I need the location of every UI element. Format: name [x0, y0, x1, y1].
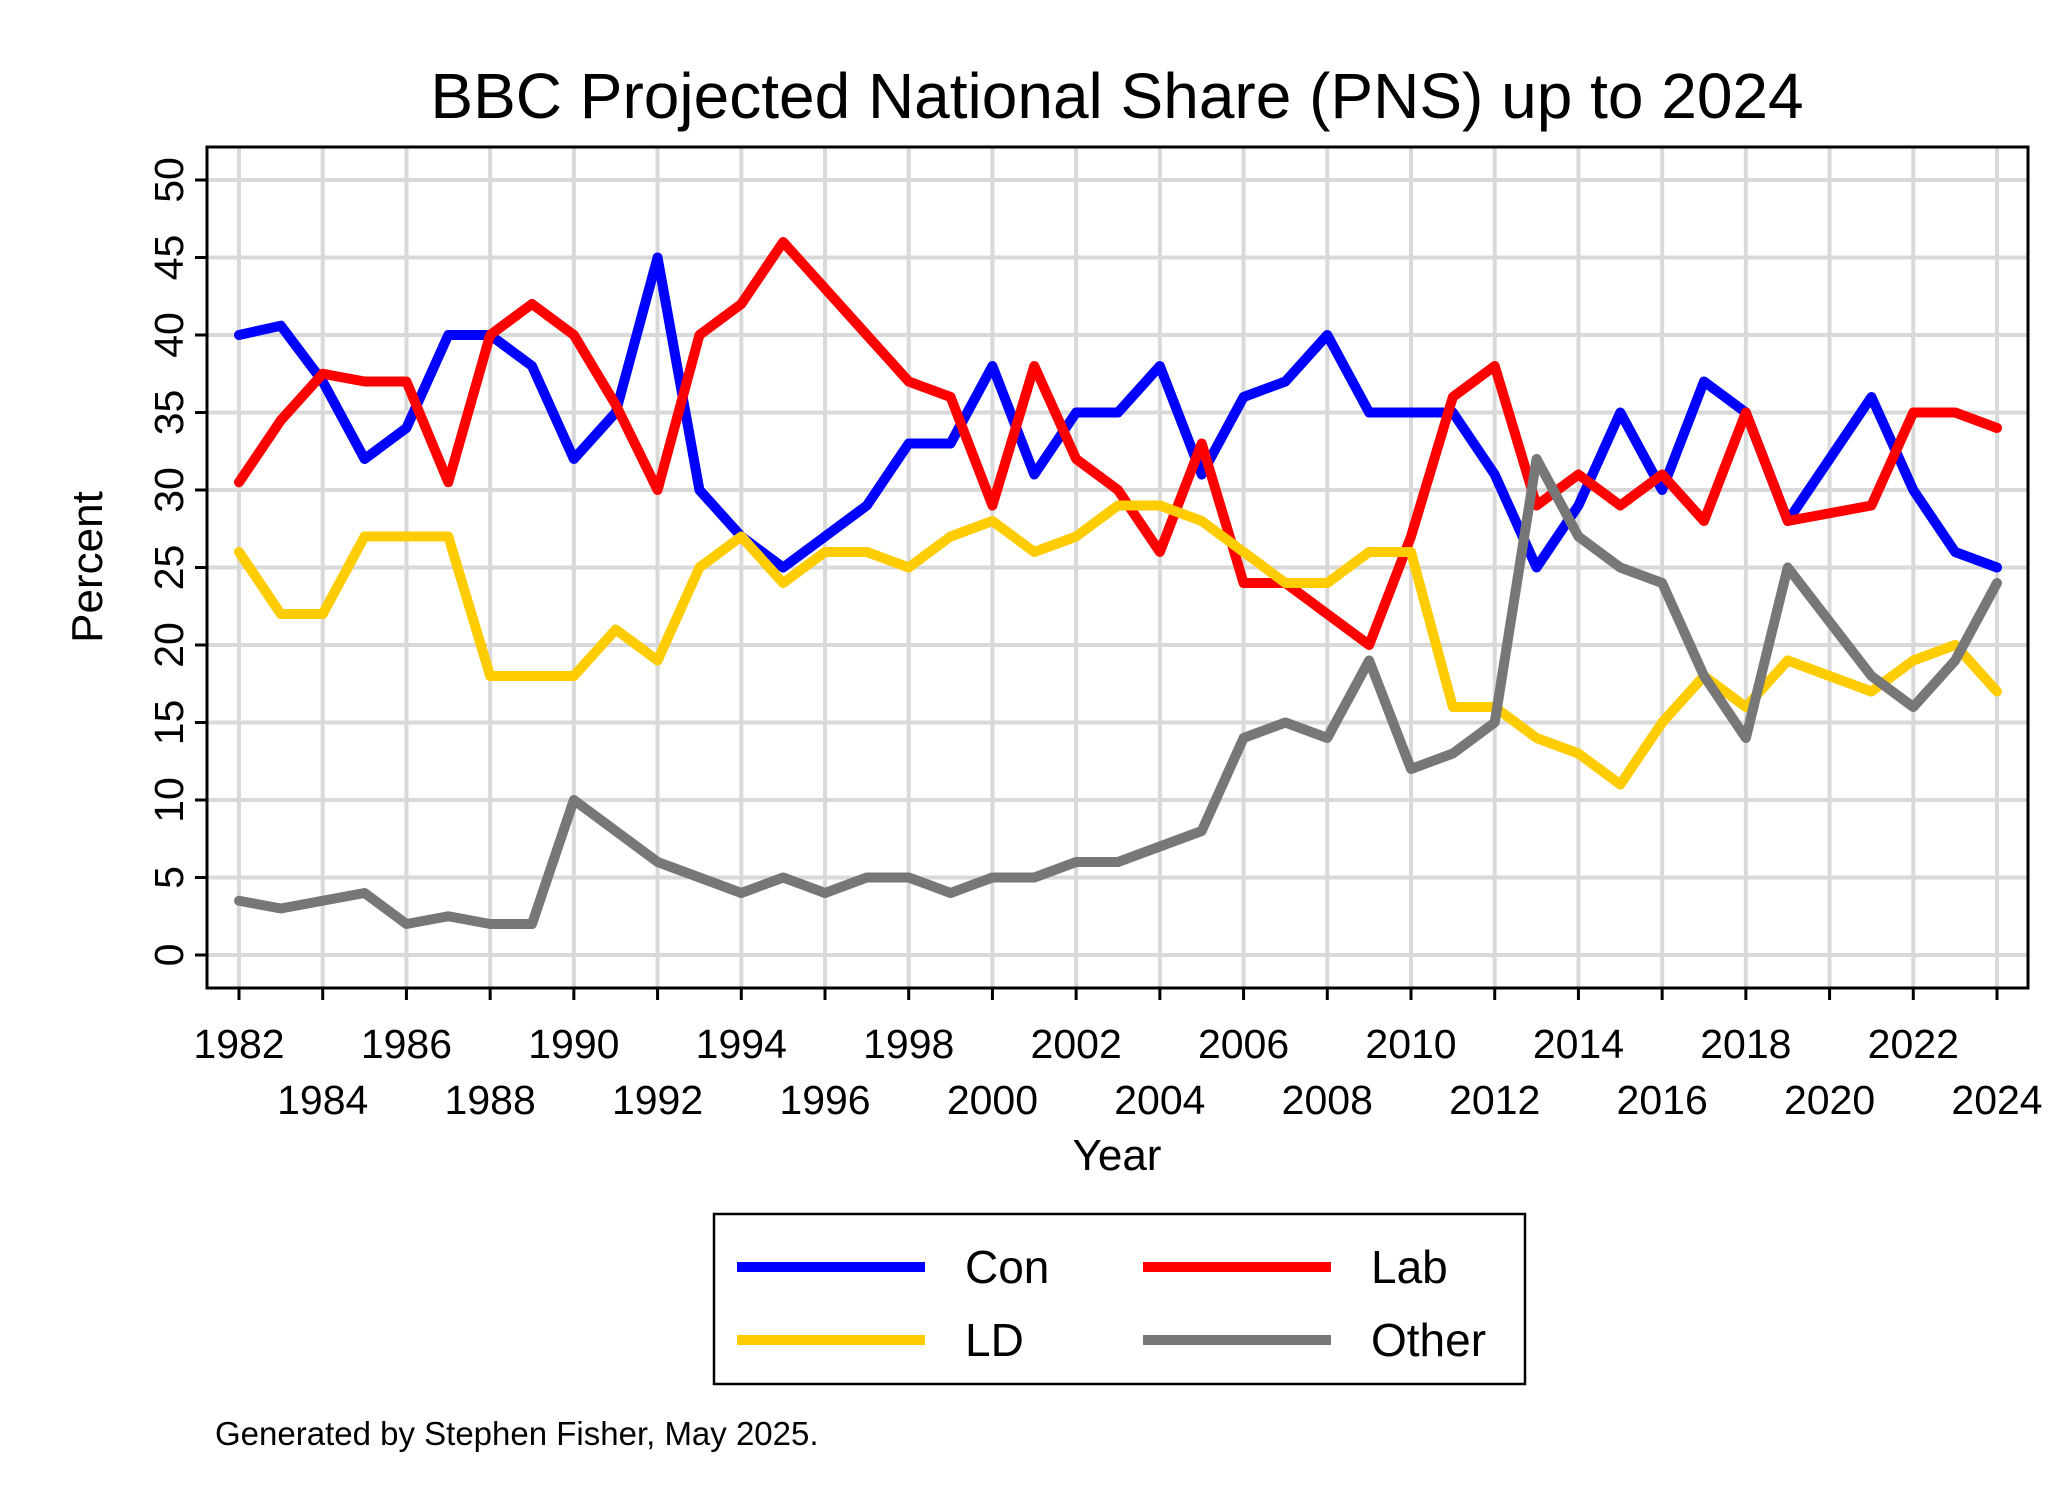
x-tick-label: 2016	[1617, 1077, 1708, 1123]
x-tick-label: 2010	[1365, 1021, 1456, 1067]
legend-label-con: Con	[965, 1241, 1049, 1293]
x-tick-label: 1992	[612, 1077, 703, 1123]
legend-label-ld: LD	[965, 1314, 1024, 1366]
x-tick-label: 1996	[779, 1077, 870, 1123]
series-line-con	[234, 252, 2002, 573]
y-tick-label: 5	[146, 866, 192, 889]
x-tick-label: 2024	[1951, 1077, 2042, 1123]
x-tick-label: 2012	[1449, 1077, 1540, 1123]
legend-box	[712, 1212, 1527, 1386]
x-tick-label: 2022	[1868, 1021, 1959, 1067]
y-tick-label: 40	[146, 312, 192, 358]
chart-title: BBC Projected National Share (PNS) up to…	[430, 60, 1803, 132]
x-tick-label: 2002	[1031, 1021, 1122, 1067]
y-tick-label: 15	[146, 700, 192, 746]
x-tick-label: 1986	[361, 1021, 452, 1067]
y-tick-label: 35	[146, 390, 192, 436]
x-tick-label: 1994	[696, 1021, 787, 1067]
y-axis: 0 5 10 15 20 25 30 35 40 45 50	[146, 157, 207, 966]
legend-label-other: Other	[1371, 1314, 1486, 1366]
x-tick-label: 2014	[1533, 1021, 1624, 1067]
x-tick-label: 1998	[863, 1021, 954, 1067]
x-tick-label: 2020	[1784, 1077, 1875, 1123]
series-line-other	[234, 454, 2002, 929]
legend: Con Lab LD Other	[712, 1212, 1527, 1386]
x-tick-label: 2018	[1700, 1021, 1791, 1067]
x-tick-label: 1984	[277, 1077, 368, 1123]
x-tick-label: 2008	[1282, 1077, 1373, 1123]
y-axis-label: Percent	[63, 491, 112, 643]
y-tick-label: 10	[146, 777, 192, 823]
y-tick-label: 20	[146, 622, 192, 668]
series-line-lab	[234, 237, 2002, 650]
y-tick-label: 25	[146, 545, 192, 591]
footnote: Generated by Stephen Fisher, May 2025.	[215, 1415, 819, 1452]
y-tick-label: 45	[146, 235, 192, 281]
x-tick-label: 2000	[947, 1077, 1038, 1123]
series-lines	[234, 237, 2002, 929]
y-tick-label: 0	[146, 944, 192, 967]
x-tick-label: 2004	[1114, 1077, 1205, 1123]
x-tick-label: 2006	[1198, 1021, 1289, 1067]
x-axis-label: Year	[1073, 1131, 1162, 1180]
x-tick-label: 1982	[193, 1021, 284, 1067]
x-tick-label: 1990	[528, 1021, 619, 1067]
legend-label-lab: Lab	[1371, 1241, 1448, 1293]
y-tick-label: 50	[146, 157, 192, 203]
x-axis: 1982 1984 1986 1988 1990 1992 1994 1996 1998 2000…	[193, 988, 2043, 1123]
x-tick-label: 1988	[445, 1077, 536, 1123]
y-tick-label: 30	[146, 467, 192, 513]
